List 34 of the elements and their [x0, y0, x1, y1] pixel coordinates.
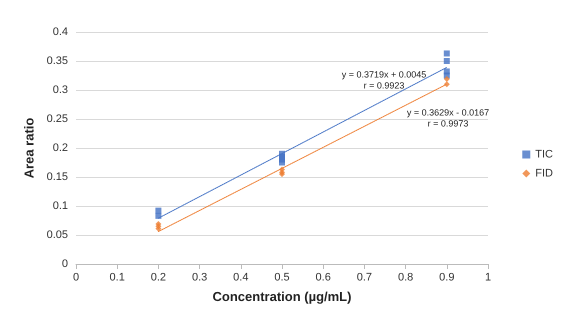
- x-tick-label: 0.3: [192, 272, 208, 284]
- point: [444, 50, 450, 56]
- y-axis-title: Area ratio: [22, 118, 37, 178]
- point: [444, 58, 450, 64]
- point: [444, 81, 450, 88]
- legend-label: TIC: [535, 148, 554, 160]
- y-tick-label: 0.4: [52, 26, 68, 38]
- y-tick-label: 0.15: [46, 171, 68, 183]
- annotation: y = 0.3719x + 0.0045 r = 0.9923: [342, 70, 426, 90]
- y-tick-label: 0.05: [46, 229, 68, 241]
- y-tick-label: 0: [62, 258, 68, 270]
- point: [155, 226, 162, 232]
- point: [155, 208, 162, 214]
- x-tick-label: 0.5: [274, 272, 290, 284]
- x-tick-label: 0.7: [356, 272, 372, 284]
- point: [279, 160, 285, 166]
- x-tick-label: 0.8: [398, 272, 414, 284]
- y-tick-label: 0.35: [46, 55, 68, 67]
- annotation: y = 0.3629x - 0.0167 r = 0.9973: [406, 108, 490, 128]
- x-tick-label: 0.6: [316, 272, 331, 284]
- x-tick-label: 0.4: [233, 272, 248, 284]
- y-tick-label: 0.2: [52, 142, 68, 154]
- legend-label: FID: [535, 168, 554, 180]
- point: [444, 76, 450, 82]
- x-tick-label: 0.9: [439, 272, 454, 284]
- x-tick-label: 0.2: [150, 272, 166, 284]
- x-tick-label: 1: [484, 272, 492, 284]
- x-tick-label: 0: [72, 272, 80, 284]
- x-tick-label: 0.1: [110, 272, 125, 284]
- x-axis-title: Concentration (µg/mL): [212, 289, 352, 304]
- point: [155, 212, 162, 219]
- y-tick-label: 0.25: [46, 113, 68, 125]
- y-tick-label: 0.3: [52, 84, 68, 96]
- y-tick-label: 0.1: [52, 200, 68, 212]
